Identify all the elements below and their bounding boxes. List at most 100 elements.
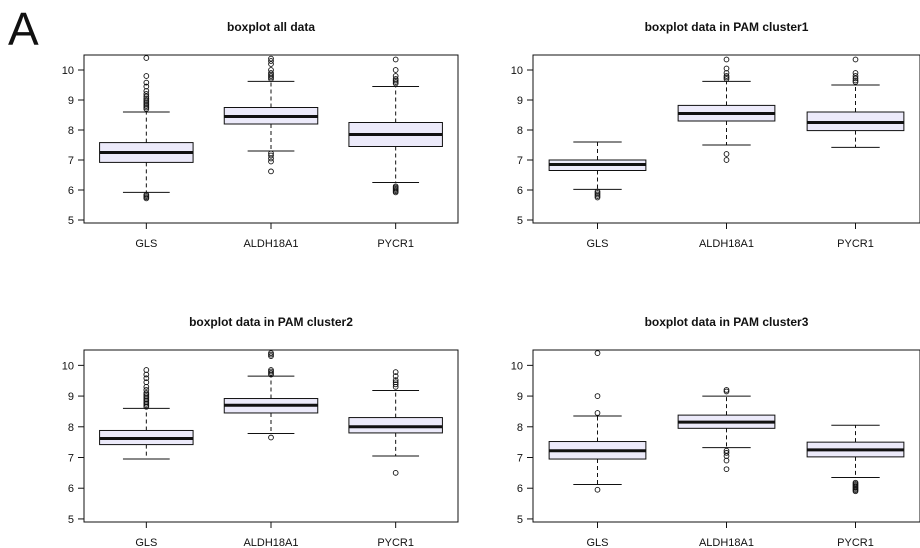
- panel-letter: A: [8, 3, 39, 55]
- outlier-point: [852, 75, 859, 82]
- outlier-point: [594, 393, 601, 399]
- x-tick-label: GLS: [135, 238, 157, 250]
- outlier-point: [143, 191, 150, 198]
- outlier-point: [852, 479, 859, 486]
- outlier-point: [268, 58, 274, 64]
- y-tick-label: 7: [68, 453, 74, 465]
- outlier-point: [392, 379, 399, 386]
- chart-panel-2: boxplot data in PAM cluster1 5 6 7 8 9 10 GLS AL…: [511, 20, 920, 250]
- y-tick-label: 6: [68, 483, 74, 495]
- outlier-point: [268, 350, 274, 356]
- outlier-point: [594, 486, 601, 493]
- outlier-point: [723, 157, 730, 163]
- y-tick-label: 5: [517, 514, 523, 526]
- outlier-point: [143, 91, 150, 97]
- outlier-point: [723, 457, 730, 464]
- chart-title: boxplot data in PAM cluster1: [645, 20, 809, 34]
- y-tick-label: 8: [68, 422, 74, 434]
- y-tick-label: 6: [517, 185, 523, 197]
- outlier-point: [268, 434, 274, 441]
- outlier-point: [268, 61, 274, 67]
- outlier-point: [392, 470, 399, 476]
- box-pycr1: [348, 56, 443, 196]
- x-tick-label: PYCR1: [377, 537, 414, 548]
- outlier-point: [723, 450, 730, 456]
- outlier-point: [392, 381, 399, 388]
- box-pycr1: [348, 369, 443, 476]
- x-tick-label: PYCR1: [377, 238, 414, 250]
- outlier-point: [143, 93, 150, 100]
- outlier-point: [143, 55, 150, 61]
- outlier-point: [392, 67, 399, 73]
- outlier-point: [143, 79, 150, 86]
- outlier-point: [143, 390, 150, 396]
- y-tick-label: 10: [511, 65, 523, 77]
- y-tick-label: 6: [517, 483, 523, 495]
- box-gls: [548, 350, 647, 493]
- outlier-point: [143, 375, 150, 382]
- y-tick-label: 8: [517, 125, 523, 137]
- outlier-point: [392, 76, 399, 82]
- outlier-point: [594, 350, 601, 356]
- outlier-point: [143, 367, 150, 373]
- outlier-point: [723, 56, 730, 63]
- outlier-point: [723, 387, 730, 393]
- outlier-point: [723, 447, 730, 454]
- outlier-point: [268, 367, 274, 373]
- x-tick-label: GLS: [586, 238, 608, 250]
- outlier-point: [143, 379, 150, 386]
- y-tick-label: 8: [68, 125, 74, 137]
- outlier-point: [594, 410, 601, 416]
- outlier-point: [268, 158, 274, 165]
- chart-panel-4: boxplot data in PAM cluster3 5 6 7 8 9 10 GLS AL…: [511, 315, 920, 548]
- outlier-point: [392, 369, 399, 375]
- y-tick-label: 10: [62, 360, 74, 372]
- box-gls: [99, 367, 194, 460]
- box-aldh18a1: [677, 56, 776, 163]
- x-tick-label: PYCR1: [837, 537, 874, 548]
- outlier-point: [723, 466, 730, 473]
- x-tick-label: GLS: [586, 537, 608, 548]
- outlier-point: [852, 56, 859, 63]
- box-aldh18a1: [223, 350, 319, 441]
- outlier-point: [723, 151, 730, 157]
- outlier-point: [392, 377, 399, 383]
- chart-title: boxplot data in PAM cluster2: [189, 315, 353, 329]
- y-tick-label: 7: [68, 155, 74, 167]
- outlier-point: [143, 387, 150, 393]
- outlier-point: [143, 384, 150, 390]
- outlier-point: [268, 67, 274, 73]
- y-tick-label: 7: [517, 155, 523, 167]
- outlier-point: [392, 56, 399, 63]
- iqr-box: [348, 417, 443, 434]
- x-tick-label: GLS: [135, 537, 157, 548]
- box-pycr1: [806, 56, 905, 148]
- y-tick-label: 7: [517, 453, 523, 465]
- outlier-point: [852, 70, 859, 76]
- chart-title: boxplot all data: [227, 20, 315, 34]
- x-tick-label: PYCR1: [837, 238, 874, 250]
- box-aldh18a1: [677, 387, 776, 473]
- chart-panel-1: boxplot all data 5 6 7 8 9 10 GLS ALDH18A1 PYCR1: [62, 20, 459, 250]
- y-tick-label: 8: [517, 422, 523, 434]
- outlier-point: [268, 150, 274, 157]
- y-tick-label: 5: [68, 514, 74, 526]
- outlier-point: [143, 83, 150, 90]
- outlier-point: [392, 73, 399, 79]
- y-tick-label: 5: [517, 215, 523, 227]
- x-tick-label: ALDH18A1: [243, 537, 298, 548]
- box-gls: [99, 55, 194, 202]
- x-tick-label: ALDH18A1: [243, 238, 298, 250]
- outlier-point: [723, 73, 730, 79]
- y-tick-label: 9: [68, 95, 74, 107]
- outlier-point: [268, 168, 274, 175]
- chart-title: boxplot data in PAM cluster3: [645, 315, 809, 329]
- outlier-point: [143, 73, 150, 79]
- box-pycr1: [806, 424, 905, 495]
- y-tick-label: 9: [68, 391, 74, 403]
- outlier-point: [852, 73, 859, 79]
- x-tick-label: ALDH18A1: [699, 238, 754, 250]
- outlier-point: [268, 55, 274, 62]
- x-tick-label: ALDH18A1: [699, 537, 754, 548]
